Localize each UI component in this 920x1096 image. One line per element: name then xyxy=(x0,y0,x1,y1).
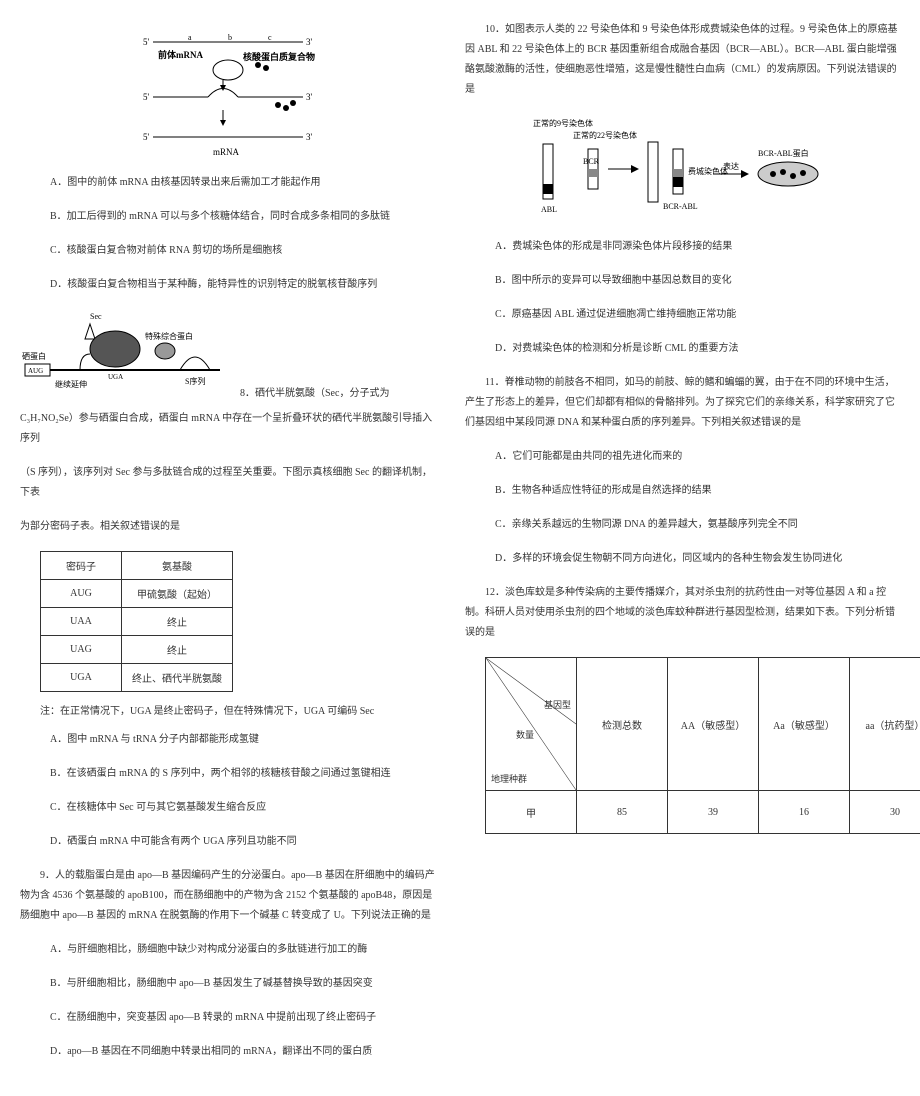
codon-table: 密码子氨基酸 AUG甲硫氨酸（起始） UAA终止 UAG终止 UGA终止、硒代半… xyxy=(40,551,233,692)
t2-r1d: 16 xyxy=(759,791,850,834)
t2-h3: Aa（敏感型） xyxy=(759,658,850,791)
t1-r3b: 终止 xyxy=(122,636,233,664)
label-n9: 正常的9号染色体 xyxy=(533,118,593,128)
q9-opt-c: C．在肠细胞中，突变基因 apo—B 转录的 mRNA 中提前出现了终止密码子 xyxy=(20,1008,435,1028)
t1-r2a: UAA xyxy=(41,608,122,636)
q10-opt-c: C．原癌基因 ABL 通过促进细胞凋亡维持细胞正常功能 xyxy=(465,305,900,325)
q9-opt-b: B．与肝细胞相比，肠细胞中 apo—B 基因发生了碱基替换导致的基因突变 xyxy=(20,974,435,994)
q8-stem-3: （S 序列），该序列对 Sec 参与多肽链合成的过程至关重要。下图示真核细胞 S… xyxy=(20,463,435,503)
q8-opt-c: C．在核糖体中 Sec 可与其它氨基酸发生缩合反应 xyxy=(20,798,435,818)
label-c: c xyxy=(268,33,272,42)
t1-r3a: UAG xyxy=(41,636,122,664)
label-abl: ABL xyxy=(541,205,557,214)
q8-stem-2: C₃H₇NO₂Se）参与硒蛋白合成，硒蛋白 mRNA 中存在一个呈折叠环状的硒代… xyxy=(20,409,435,449)
t2-h1: 检测总数 xyxy=(577,658,668,791)
label-bcr: BCR xyxy=(583,157,600,166)
q10-stem: 10．如图表示人类的 22 号染色体和 9 号染色体形成费城染色体的过程。9 号… xyxy=(465,20,900,100)
q9-opt-a: A．与肝细胞相比，肠细胞中缺少对构成分泌蛋白的多肽链进行加工的酶 xyxy=(20,940,435,960)
q10-opt-a: A．费城染色体的形成是非同源染色体片段移接的结果 xyxy=(465,237,900,257)
label-prot: BCR-ABL蛋白 xyxy=(758,148,809,158)
label-exp: 表达 xyxy=(723,161,739,171)
t1-r1a: AUG xyxy=(41,580,122,608)
q10-opt-b: B．图中所示的变异可以导致细胞中基因总数目的变化 xyxy=(465,271,900,291)
label-n22: 正常的22号染色体 xyxy=(573,130,637,140)
label-ribosome: 继续延伸 xyxy=(55,379,87,389)
q11-opt-c: C．亲缘关系越远的生物同源 DNA 的差异越大，氨基酸序列完全不同 xyxy=(465,515,900,535)
q8-stem-4: 为部分密码子表。相关叙述错误的是 xyxy=(20,517,435,537)
q11-opt-a: A．它们可能都是由共同的祖先进化而来的 xyxy=(465,447,900,467)
q11-opt-b: B．生物各种适应性特征的形成是自然选择的结果 xyxy=(465,481,900,501)
t1-r4b: 终止、硒代半胱氨酸 xyxy=(122,664,233,692)
q9-stem: 9．人的载脂蛋白是由 apo—B 基因编码产生的分泌蛋白。apo—B 基因在肝细… xyxy=(20,866,435,926)
t1-h2: 氨基酸 xyxy=(122,552,233,580)
label-protein: 硒蛋白 xyxy=(22,351,46,361)
q10-opt-d: D．对费城染色体的检测和分析是诊断 CML 的重要方法 xyxy=(465,339,900,359)
svg-text:5': 5' xyxy=(143,132,150,142)
q7-opt-c: C．核酸蛋白复合物对前体 RNA 剪切的场所是细胞核 xyxy=(20,241,435,261)
t2-r1b: 85 xyxy=(577,791,668,834)
label-5prime: 5' xyxy=(143,37,150,47)
genotype-table: 基因型 数量 地理种群 检测总数 AA（敏感型） Aa（敏感型） aa（抗药型）… xyxy=(485,657,920,834)
label-complex: 核酸蛋白质复合物 xyxy=(243,51,315,62)
label-sseq: S序列 xyxy=(185,376,205,386)
label-3prime: 3' xyxy=(306,37,313,47)
q11-opt-d: D．多样的环境会促生物朝不同方向进化，同区域内的各种生物会发生协同进化 xyxy=(465,549,900,569)
q7-opt-b: B．加工后得到的 mRNA 可以与多个核糖体结合，同时合成多条相同的多肽链 xyxy=(20,207,435,227)
label-complex2: 特殊综合蛋白 xyxy=(145,331,193,341)
t1-h1: 密码子 xyxy=(41,552,122,580)
t1-r2b: 终止 xyxy=(122,608,233,636)
t1-r1b: 甲硫氨酸（起始） xyxy=(122,580,233,608)
q8-opt-d: D．硒蛋白 mRNA 中可能含有两个 UGA 序列且功能不同 xyxy=(20,832,435,852)
t1-r4a: UGA xyxy=(41,664,122,692)
t2-h2: AA（敏感型） xyxy=(668,658,759,791)
diag-label-2: 数量 xyxy=(516,728,534,741)
q8-opt-a: A．图中 mRNA 与 tRNA 分子内部都能形成氢键 xyxy=(20,730,435,750)
q9-opt-d: D．apo—B 基因在不同细胞中转录出相同的 mRNA，翻译出不同的蛋白质 xyxy=(20,1042,435,1062)
t2-r1c: 39 xyxy=(668,791,759,834)
label-a: a xyxy=(188,33,192,42)
label-sec: Sec xyxy=(90,312,102,321)
t2-h4: aa（抗药型） xyxy=(850,658,920,791)
label-fus: BCR-ABL xyxy=(663,202,698,211)
t2-r1a: 甲 xyxy=(486,791,577,834)
label-aug: AUG xyxy=(28,367,43,375)
diag-label-3: 地理种群 xyxy=(491,772,527,785)
label-uga: UGA xyxy=(108,373,123,381)
q7-opt-a: A．图中的前体 mRNA 由核基因转录出来后需加工才能起作用 xyxy=(20,173,435,193)
q8-opt-b: B．在该硒蛋白 mRNA 的 S 序列中，两个相邻的核糖核苷酸之间通过氢键相连 xyxy=(20,764,435,784)
label-mrna: mRNA xyxy=(213,147,240,157)
label-pre-mrna: 前体mRNA xyxy=(158,49,203,60)
q8-stem-1: 8．硒代半胱氨酸（Sec，分子式为 xyxy=(240,384,389,399)
diag-label-1: 基因型 xyxy=(544,698,571,711)
svg-text:3': 3' xyxy=(306,132,313,142)
svg-text:3': 3' xyxy=(306,92,313,102)
label-b: b xyxy=(228,33,232,42)
q7-opt-d: D．核酸蛋白复合物相当于某种酶，能特异性的识别特定的脱氧核苷酸序列 xyxy=(20,275,435,295)
q12-stem: 12．淡色库蚊是多种传染病的主要传播媒介，其对杀虫剂的抗药性由一对等位基因 A … xyxy=(465,583,900,643)
q8-note: 注：在正常情况下，UGA 是终止密码子，但在特殊情况下，UGA 可编码 Sec xyxy=(20,702,435,722)
t2-r1e: 30 xyxy=(850,791,920,834)
q11-stem: 11．脊椎动物的前肢各不相同，如马的前肢、鲸的鳍和蝙蝠的翼，由于在不同的环境中生… xyxy=(465,373,900,433)
svg-text:5': 5' xyxy=(143,92,150,102)
